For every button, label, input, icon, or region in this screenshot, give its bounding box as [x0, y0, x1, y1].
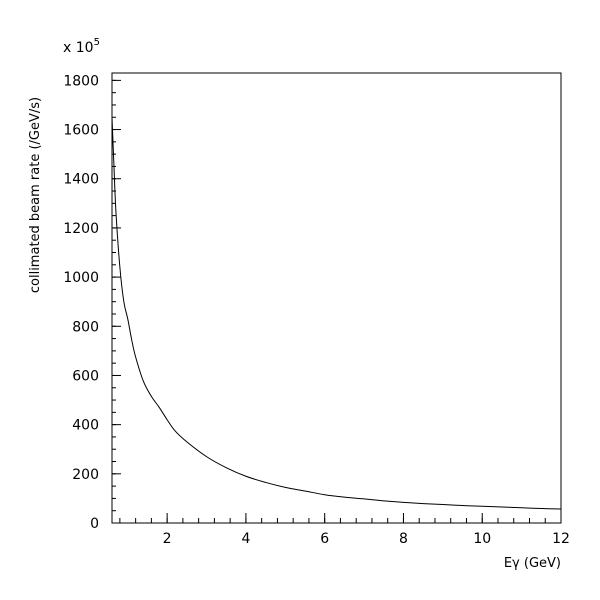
y-tick-labels: 0 200 400 600 800 1000 1200 1400 1600 1800: [63, 73, 99, 532]
x-major-ticks: [166, 513, 562, 523]
y-axis-label: collimated beam rate (/GeV/s): [28, 97, 43, 293]
y-tick-label: 1600: [63, 123, 99, 139]
x-tick-label: 6: [320, 531, 329, 547]
y-tick-label: 400: [72, 418, 99, 434]
x-tick-label: 4: [241, 531, 250, 547]
y-multiplier-exponent: 5: [94, 37, 100, 48]
x-tick-label: 2: [163, 531, 172, 547]
x-axis-label: Eγ (GeV): [504, 556, 561, 571]
x-tick-label: 8: [399, 531, 408, 547]
y-multiplier-text: x 10: [63, 40, 94, 56]
x-tick-label: 10: [473, 531, 491, 547]
y-tick-label: 800: [72, 319, 99, 335]
y-minor-ticks: [112, 79, 116, 524]
y-multiplier-label: x 105: [63, 37, 100, 56]
y-tick-label: 600: [72, 368, 99, 384]
y-tick-label: 200: [72, 467, 99, 483]
y-tick-label: 1400: [63, 172, 99, 188]
y-tick-label: 1000: [63, 270, 99, 286]
y-tick-label: 0: [90, 516, 99, 532]
y-tick-label: 1800: [63, 73, 99, 89]
x-tick-labels: 2 4 6 8 10 12: [163, 531, 570, 547]
y-tick-label: 1200: [63, 221, 99, 237]
x-tick-label: 12: [552, 531, 570, 547]
plot-frame: [111, 72, 562, 524]
x-minor-ticks: [119, 518, 562, 523]
series-line: [111, 117, 562, 510]
